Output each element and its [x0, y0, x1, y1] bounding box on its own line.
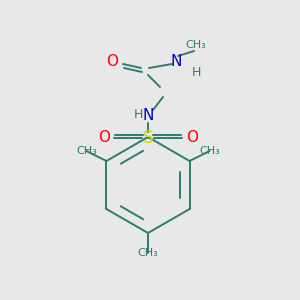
- Text: S: S: [143, 129, 153, 147]
- Text: N: N: [170, 55, 182, 70]
- Text: N: N: [142, 107, 154, 122]
- Text: H: H: [133, 109, 143, 122]
- Text: O: O: [98, 130, 110, 146]
- Text: CH₃: CH₃: [76, 146, 97, 156]
- Text: O: O: [106, 55, 118, 70]
- Text: CH₃: CH₃: [138, 248, 158, 258]
- Text: H: H: [191, 65, 201, 79]
- Text: CH₃: CH₃: [186, 40, 206, 50]
- Text: CH₃: CH₃: [199, 146, 220, 156]
- Text: O: O: [186, 130, 198, 146]
